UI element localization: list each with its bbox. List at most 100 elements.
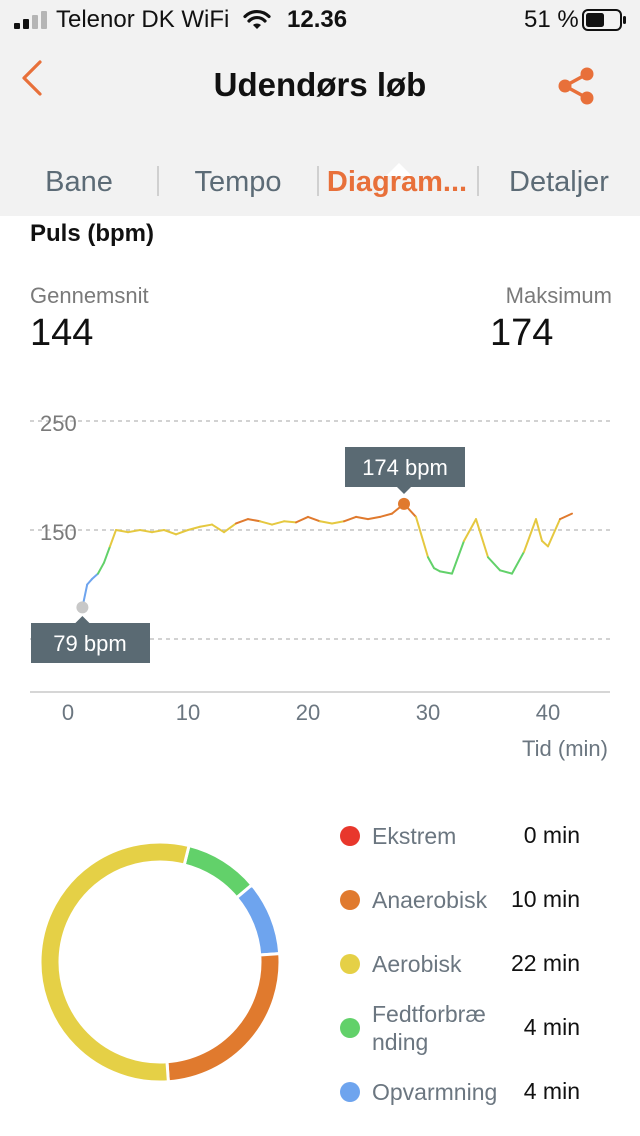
heart-rate-line-segment	[487, 556, 501, 572]
tab-detaljer[interactable]: Detaljer	[509, 166, 609, 198]
legend-value: 22 min	[510, 950, 580, 976]
tab-bar: Bane Tempo Diagram... Detaljer	[0, 150, 640, 216]
tab-tempo[interactable]: Tempo	[194, 166, 282, 198]
legend-item-ekstrem: Ekstrem 0 min	[330, 808, 630, 864]
tab-bane[interactable]: Bane	[45, 166, 113, 198]
heart-rate-line-segment	[427, 556, 435, 570]
legend-dot	[340, 826, 360, 846]
donut-slice-anaerobisk	[165, 952, 282, 1084]
x-axis-label: Tid (min)	[522, 736, 608, 761]
heart-rate-line-segment	[379, 512, 393, 518]
heart-rate-line-segment	[523, 518, 537, 553]
heart-rate-line-segment	[541, 539, 549, 548]
heart-rate-chart: 250 150 0 10 20 30 40 Tid (min) 174 bpm 79 bpm	[30, 411, 610, 761]
legend-dot	[340, 1018, 360, 1038]
legend-value: 4 min	[523, 1014, 580, 1040]
heart-rate-line-segment	[295, 515, 309, 524]
clock: 12.36	[287, 6, 348, 33]
heart-rate-line-segment	[499, 569, 513, 575]
heart-rate-line-segment	[247, 518, 261, 523]
heart-rate-line-segment	[547, 518, 561, 548]
legend-label: Ekstrem	[372, 823, 457, 849]
x-tick-label: 10	[176, 700, 200, 725]
legend-dot	[340, 954, 360, 974]
heart-rate-line-segment	[415, 515, 429, 559]
donut-slice-fedtforbrænding	[182, 843, 255, 900]
heart-rate-line-segment	[559, 512, 573, 521]
heart-rate-line-segment	[109, 529, 117, 548]
back-button[interactable]	[14, 58, 54, 98]
heart-rate-line-segment	[91, 572, 99, 581]
share-icon[interactable]	[554, 64, 598, 108]
min-tooltip	[31, 623, 150, 663]
donut-slice-opvarmning	[234, 882, 282, 957]
min-marker	[76, 601, 89, 614]
battery-icon	[582, 9, 626, 31]
maximum-value: 174	[490, 312, 554, 354]
heart-rate-line-segment	[451, 539, 465, 575]
heart-rate-line-segment	[175, 529, 189, 536]
y-tick-label: 150	[40, 520, 77, 545]
min-tooltip-pointer	[75, 616, 90, 623]
active-tab-indicator	[386, 163, 412, 176]
legend-label: Opvarmning	[372, 1079, 498, 1105]
heart-rate-line-segment	[367, 515, 381, 521]
heart-rate-line-segment	[187, 525, 201, 531]
x-tick-label: 30	[416, 700, 440, 725]
heart-rate-line-segment	[535, 518, 543, 542]
section-title-heart-rate: Puls (bpm)	[30, 220, 154, 247]
heart-rate-line-segment	[163, 529, 177, 536]
heart-rate-line-segment	[355, 515, 369, 521]
tab-divider	[477, 166, 479, 196]
legend-value: 4 min	[523, 1078, 580, 1104]
page-title: Udendørs løb	[213, 66, 427, 103]
status-bar: Telenor DK WiFi 12.36 51 %	[0, 0, 640, 40]
min-tooltip-text: 79 bpm	[53, 631, 126, 656]
legend-item-anaerobisk: Anaerobisk 10 min	[330, 872, 630, 928]
heart-rate-line-segment	[223, 522, 237, 534]
wifi-icon	[243, 9, 271, 29]
maximum-label: Maksimum	[505, 283, 612, 308]
average-label: Gennemsnit	[30, 283, 149, 308]
heart-rate-line-segment	[511, 550, 525, 575]
legend-label: Anaerobisk	[372, 887, 488, 913]
legend-item-fedtforbraending: Fedtforbræ nding 4 min	[330, 1000, 630, 1064]
heart-rate-line-segment	[127, 529, 141, 534]
x-tick-label: 0	[62, 700, 74, 725]
heart-rate-line-segment	[463, 518, 477, 542]
tab-divider	[317, 166, 319, 196]
heart-rate-line-segment	[139, 529, 153, 534]
heart-rate-line-segment	[475, 518, 489, 559]
max-tooltip-text: 174 bpm	[362, 455, 448, 480]
y-tick-label: 250	[40, 411, 77, 436]
heart-rate-zones-donut	[38, 840, 282, 1084]
legend-value: 0 min	[523, 822, 580, 848]
tab-divider	[157, 166, 159, 196]
heart-rate-line-segment	[211, 523, 225, 534]
heart-rate-line-segment	[199, 523, 213, 528]
heart-rate-line-segment	[439, 570, 453, 575]
legend-label: Aerobisk	[372, 951, 462, 977]
heart-rate-line-segment	[319, 520, 333, 525]
battery-percent: 51 %	[524, 6, 579, 33]
heart-rate-line-segment	[331, 520, 345, 525]
heart-rate-line-segment	[271, 520, 285, 526]
heart-rate-line-segment	[259, 520, 273, 526]
heart-rate-line-segment	[433, 567, 441, 573]
legend-dot	[340, 890, 360, 910]
heart-rate-line-segment	[343, 515, 357, 523]
carrier-name: Telenor DK WiFi	[56, 6, 230, 33]
heart-rate-line-segment	[235, 518, 249, 525]
heart-rate-line-segment	[151, 529, 165, 534]
heart-rate-line-segment	[97, 561, 105, 575]
legend-dot	[340, 1082, 360, 1102]
max-tooltip-pointer	[397, 487, 411, 494]
signal-icon	[14, 11, 47, 29]
legend-item-opvarmning: Opvarmning 4 min	[330, 1064, 630, 1120]
donut-slice-aerobisk	[38, 840, 191, 1084]
heart-rate-line-segment	[115, 529, 129, 534]
legend-item-aerobisk: Aerobisk 22 min	[330, 936, 630, 992]
max-marker	[398, 497, 410, 510]
legend-value: 10 min	[510, 886, 580, 912]
max-tooltip	[345, 447, 465, 487]
